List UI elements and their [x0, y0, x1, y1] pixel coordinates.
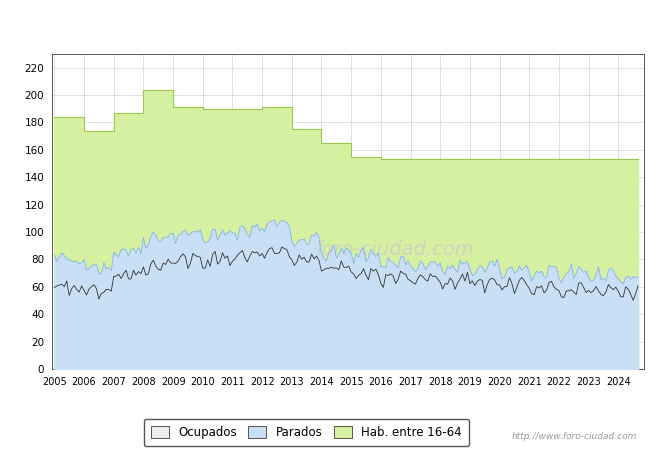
Text: foro-ciudad.com: foro-ciudad.com: [316, 240, 474, 259]
Legend: Ocupados, Parados, Hab. entre 16-64: Ocupados, Parados, Hab. entre 16-64: [144, 419, 469, 446]
Text: Balboa - Evolucion de la poblacion en edad de Trabajar Septiembre de 2024: Balboa - Evolucion de la poblacion en ed…: [72, 17, 578, 30]
Text: http://www.foro-ciudad.com: http://www.foro-ciudad.com: [512, 432, 637, 441]
